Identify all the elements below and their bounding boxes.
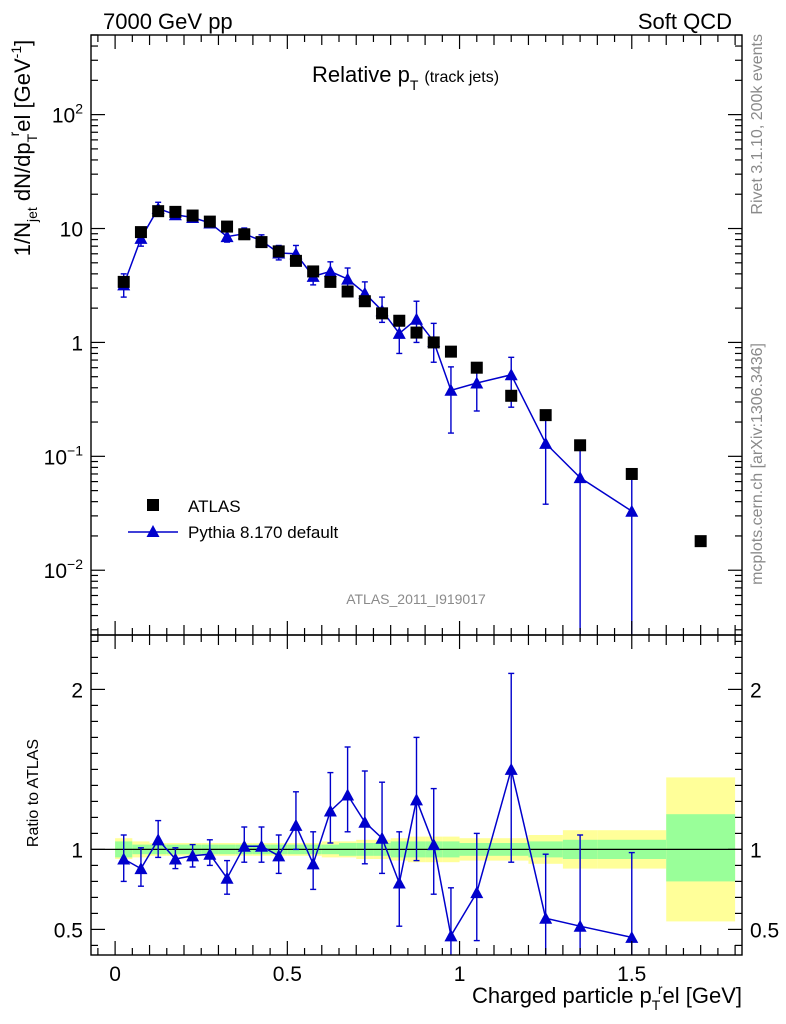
x-tick-label: 0.5 (273, 963, 302, 986)
main-y-axis-label: 1/Njet dN/dpTrel [GeV-1] (6, 40, 40, 257)
data-point (694, 535, 707, 548)
ratio-point (375, 831, 389, 844)
data-point (427, 336, 440, 349)
main-y-tick-label: 102 (52, 101, 83, 128)
ratio-y-tick-label-left: 0.5 (54, 919, 83, 942)
analysis-watermark: ATLAS_2011_I919017 (346, 591, 486, 607)
ratio-point (470, 886, 484, 899)
main-y-tick-label: 10−1 (44, 442, 84, 469)
ratio-y-tick-label-right: 1 (750, 839, 762, 862)
data-point (255, 236, 268, 249)
ratio-point (427, 838, 441, 851)
ratio-point (168, 852, 182, 865)
mc-point (392, 326, 406, 339)
main-y-tick-label: 1 (71, 332, 83, 355)
ratio-y-tick-label-left: 2 (71, 679, 83, 702)
data-point (272, 245, 285, 258)
ratio-plot-data (117, 672, 639, 955)
ratio-y-tick-label-left: 1 (71, 839, 83, 862)
ratio-point (306, 857, 320, 870)
mc-point (504, 368, 518, 381)
mc-point (539, 436, 553, 449)
header-left: 7000 GeV pp (103, 9, 233, 34)
mc-point (341, 272, 355, 285)
mc-point (470, 376, 484, 389)
data-point (625, 467, 638, 480)
rivet-info: Rivet 3.1.10, 200k events (749, 34, 766, 215)
data-point (186, 209, 199, 222)
ratio-point (272, 849, 286, 862)
x-tick-label: 0 (109, 963, 121, 986)
mc-point (220, 230, 234, 243)
ratio-y-tick-label-right: 0.5 (750, 919, 779, 942)
data-point (574, 439, 587, 452)
ratio-point (151, 833, 165, 846)
data-point (134, 226, 147, 239)
mc-point (410, 312, 423, 325)
ratio-point (573, 919, 587, 932)
data-point (238, 228, 251, 241)
ratio-point (539, 911, 553, 924)
x-tick-label: 1.5 (617, 963, 646, 986)
ratio-point (410, 793, 423, 806)
main-y-tick-label: 10 (60, 219, 83, 242)
x-tick-label: 1 (454, 963, 466, 986)
data-point (152, 205, 165, 218)
data-point (169, 205, 182, 218)
data-point (444, 345, 457, 358)
data-point (376, 307, 389, 320)
data-point (470, 361, 483, 374)
mc-point (444, 383, 458, 396)
ratio-point (358, 815, 372, 828)
legend-data-label: ATLAS (188, 497, 241, 516)
data-point (393, 314, 406, 327)
axes: 10−2 10−1 1 10 102 0 0.5 1 1.5 0.5 0.5 1 1 2 2 (44, 34, 779, 986)
band-inner-segment (666, 814, 736, 882)
ratio-point (444, 929, 458, 942)
legend-mc-label: Pythia 8.170 default (188, 523, 339, 542)
legend: ATLAS Pythia 8.170 default (128, 497, 339, 542)
ratio-point (392, 876, 406, 889)
data-point (221, 220, 234, 233)
mc-point (323, 264, 337, 277)
ratio-point (237, 839, 251, 852)
mc-point (573, 471, 587, 484)
legend-data-marker (147, 499, 159, 511)
data-point (341, 285, 354, 298)
mc-point (625, 504, 639, 517)
data-point (307, 265, 320, 278)
data-point (505, 389, 518, 402)
x-axis-label: Charged particle pTrel [GeV] (472, 981, 742, 1013)
ratio-point (220, 871, 234, 884)
plot-title: Relative pT (track jets) (312, 62, 499, 93)
ratio-point (134, 862, 148, 875)
legend-mc-marker (146, 525, 160, 537)
ratio-point (289, 818, 303, 831)
ratio-point (255, 839, 268, 852)
data-point (539, 409, 552, 422)
data-point (289, 254, 302, 267)
ratio-point (323, 804, 337, 817)
main-y-tick-label: 10−2 (44, 556, 84, 583)
data-point (358, 295, 371, 308)
data-point (410, 326, 423, 339)
mcplots-info: mcplots.cern.ch [arXiv:1306.3436] (749, 343, 766, 585)
main-plot-data (117, 201, 707, 635)
ratio-y-axis-label: Ratio to ATLAS (25, 739, 42, 847)
ratio-point (341, 788, 355, 801)
data-point (203, 215, 216, 228)
ratio-point (504, 762, 518, 775)
ratio-point (203, 847, 217, 860)
ratio-point (186, 849, 200, 862)
mc-line (123, 207, 633, 512)
header-right: Soft QCD (638, 9, 732, 34)
ratio-y-tick-label-right: 2 (750, 679, 762, 702)
data-point (324, 275, 337, 288)
ratio-point (117, 852, 131, 865)
data-point (117, 275, 130, 288)
ratio-point (625, 930, 639, 943)
ratio-frame (90, 634, 743, 956)
